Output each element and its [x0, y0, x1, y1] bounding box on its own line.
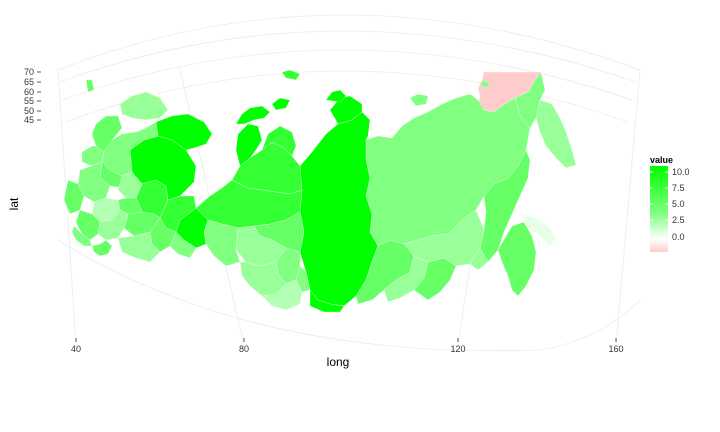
map-region	[409, 93, 429, 107]
map-region	[469, 247, 489, 271]
map-region	[309, 289, 345, 313]
graticule-parallel	[61, 49, 633, 101]
map-regions	[63, 69, 577, 313]
legend-title: value	[650, 155, 673, 165]
graticule-parallel	[57, 239, 641, 352]
graticule-meridian	[615, 69, 641, 346]
y-axis: 70 65 60 55 50 45	[24, 67, 41, 125]
map-region	[497, 221, 537, 297]
legend-colorbar	[650, 166, 668, 252]
map-region	[261, 125, 297, 157]
legend-tick-label: 2.5	[672, 215, 685, 225]
map-region	[81, 145, 105, 167]
map-region	[271, 97, 291, 111]
map-region	[235, 105, 271, 125]
y-tick-label: 45	[24, 115, 34, 125]
map-region	[97, 209, 129, 241]
legend-tick-label: 5.0	[672, 199, 685, 209]
map-region	[85, 79, 95, 93]
x-tick-label: 80	[239, 344, 249, 354]
x-tick-label: 40	[71, 344, 81, 354]
map-region	[91, 239, 113, 257]
map-region	[535, 99, 577, 169]
y-tick-label: 50	[24, 106, 34, 116]
map-region	[413, 257, 457, 301]
legend-tick-label: 0.0	[672, 232, 685, 242]
y-tick-label: 55	[24, 96, 34, 106]
x-axis-title: long	[327, 355, 350, 369]
map-region	[75, 209, 101, 241]
x-axis: 40 80 120 160	[71, 338, 624, 354]
map-region	[91, 115, 123, 153]
y-tick-label: 70	[24, 67, 34, 77]
legend-tick-label: 7.5	[672, 183, 685, 193]
map-region	[325, 89, 347, 103]
map-region	[479, 79, 491, 89]
map-region	[71, 225, 93, 247]
map-region	[261, 279, 303, 311]
y-tick-label: 60	[24, 87, 34, 97]
y-axis-title: lat	[7, 197, 21, 210]
x-tick-label: 120	[450, 344, 465, 354]
map-region	[479, 149, 531, 263]
map-region	[521, 213, 557, 247]
y-tick-label: 65	[24, 77, 34, 87]
graticule-parallel	[57, 14, 641, 71]
map-region	[281, 69, 301, 81]
map-region	[155, 113, 213, 151]
legend: value 10.0 7.5 5.0 2.5 0.0	[650, 155, 690, 252]
map-region	[119, 91, 169, 121]
map-region	[235, 123, 263, 167]
graticule-parallel	[59, 30, 637, 83]
legend-tick-label: 10.0	[672, 167, 690, 177]
x-tick-label: 160	[608, 344, 623, 354]
map-region	[203, 219, 241, 267]
